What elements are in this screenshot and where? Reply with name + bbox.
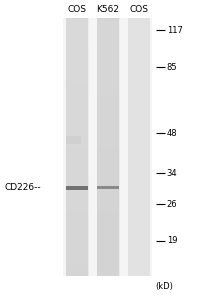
Bar bbox=[66, 136, 81, 144]
Text: K562: K562 bbox=[96, 4, 119, 14]
Text: CD226--: CD226-- bbox=[4, 183, 41, 192]
Bar bbox=[66, 186, 88, 190]
Text: COS: COS bbox=[129, 4, 148, 14]
Bar bbox=[97, 18, 119, 276]
Text: 117: 117 bbox=[167, 26, 183, 35]
Text: 85: 85 bbox=[167, 63, 177, 72]
Text: COS: COS bbox=[67, 4, 86, 14]
Bar bbox=[66, 18, 88, 276]
Bar bbox=[97, 186, 119, 189]
Bar bbox=[63, 18, 152, 276]
Text: 34: 34 bbox=[167, 169, 177, 178]
Bar bbox=[127, 18, 150, 276]
Text: (kD): (kD) bbox=[156, 282, 173, 291]
Text: 48: 48 bbox=[167, 129, 177, 138]
Text: 19: 19 bbox=[167, 236, 177, 245]
Text: 26: 26 bbox=[167, 200, 177, 209]
